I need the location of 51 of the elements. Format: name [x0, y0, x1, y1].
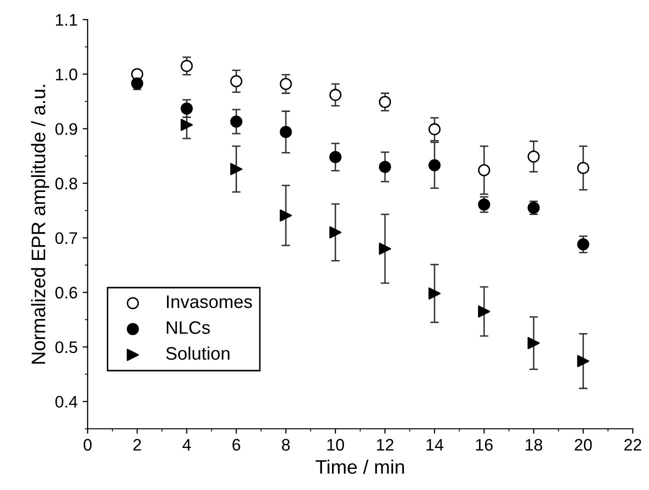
- point: [378, 242, 392, 255]
- point: [180, 102, 193, 115]
- point: [329, 226, 342, 238]
- point: [528, 150, 540, 163]
- y-tick-label: 0.4: [55, 396, 78, 408]
- y-tick-label: 0.7: [55, 232, 78, 244]
- point: [378, 160, 392, 173]
- point: [478, 305, 490, 318]
- point: [280, 78, 292, 90]
- x-tick-label: 8: [282, 438, 290, 451]
- point: [329, 151, 342, 164]
- point: [428, 159, 441, 172]
- point: [478, 164, 490, 176]
- x-axis-title: Time / min: [316, 460, 404, 474]
- point: [528, 337, 540, 350]
- x-tick-label: 22: [624, 438, 642, 451]
- y-tick-label: 1.0: [56, 68, 78, 80]
- legend-label: NLCs: [166, 321, 210, 334]
- point: [428, 123, 441, 136]
- point: [180, 118, 193, 131]
- x-tick-label: 14: [426, 439, 444, 451]
- point: [428, 287, 441, 300]
- point: [577, 355, 590, 368]
- x-tick-label: 10: [327, 438, 344, 451]
- point: [230, 75, 242, 88]
- point: [280, 126, 292, 138]
- point: [378, 96, 392, 108]
- legend-label: Solution: [166, 346, 230, 360]
- y-tick-label: 0.8: [55, 178, 78, 190]
- point: [329, 88, 342, 101]
- x-tick-label: 20: [574, 438, 592, 451]
- y-tick-label: 0.5: [55, 341, 78, 354]
- x-tick-label: 2: [133, 438, 141, 451]
- point: [280, 209, 292, 222]
- legend-label: Invasomes: [166, 296, 252, 308]
- x-tick-label: 0: [84, 438, 92, 451]
- x-tick-label: 12: [376, 438, 394, 451]
- x-tick-label: 18: [526, 438, 542, 451]
- x-tick-label: 6: [232, 438, 240, 451]
- point: [230, 116, 242, 128]
- y-tick-label: 0.9: [55, 123, 78, 135]
- y-axis-title: Normalized EPR amplitude / a.u.: [31, 84, 50, 364]
- point: [180, 60, 193, 72]
- y-tick-label: 0.6: [55, 286, 78, 299]
- point: [577, 238, 590, 250]
- point: [230, 163, 242, 176]
- x-tick-label: 16: [476, 438, 493, 451]
- point: [577, 162, 590, 174]
- y-tick-label: 1.1: [56, 14, 78, 26]
- point: [131, 77, 144, 90]
- x-tick-label: 4: [182, 439, 191, 451]
